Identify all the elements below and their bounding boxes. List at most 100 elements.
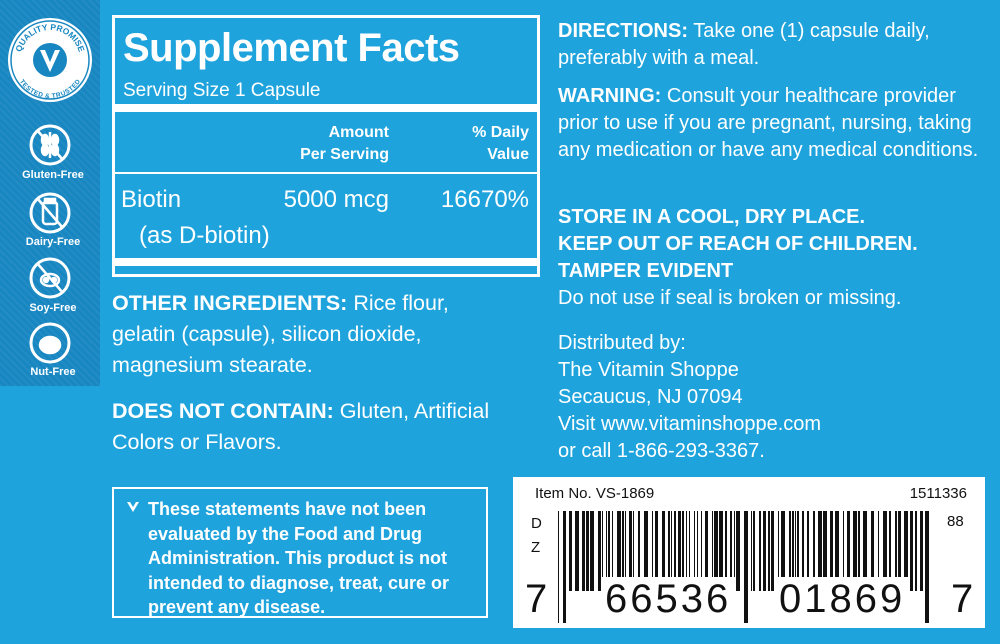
nutrient-name: Biotin — [121, 186, 182, 213]
dv-header: % Daily Value — [472, 122, 529, 166]
section-text: Gluten, Artificial Colors or Flavors. — [112, 399, 490, 454]
nutrient-source: (as D-biotin) — [139, 222, 270, 249]
barcode-digit: 7 — [951, 577, 974, 621]
bar-stripe — [843, 511, 844, 591]
bar-stripe — [858, 511, 860, 591]
distributor: Distributed by: The Vitamin Shoppe Secau… — [558, 330, 988, 465]
bar-stripe — [712, 511, 713, 591]
bar-stripe — [763, 511, 766, 591]
facts-title: Supplement Facts — [123, 26, 460, 70]
bar-stripe — [612, 511, 613, 591]
bar-stripe — [736, 511, 740, 591]
bar-stripe — [871, 511, 874, 591]
bar-stripe — [638, 511, 640, 591]
section-label: WARNING: — [558, 85, 662, 107]
badge-label: Soy-Free — [29, 302, 77, 314]
header-line: Amount — [328, 124, 389, 141]
bar-stripe — [744, 511, 748, 623]
barcode-bars — [558, 511, 929, 623]
bar-stripe — [674, 511, 676, 591]
bar-stripe — [878, 511, 879, 591]
barcode-digits: 66536 — [601, 577, 736, 622]
storage-line: STORE IN A COOL, DRY PLACE. — [558, 206, 866, 228]
distributor-line: Distributed by: — [558, 332, 686, 354]
bar-stripe — [686, 511, 687, 591]
item-code: 1511336 — [909, 485, 967, 502]
bar-stripe — [671, 511, 672, 591]
bar-stripe — [734, 511, 735, 591]
distributor-line: Secaucus, NJ 07094 — [558, 386, 743, 408]
badge-label: Nut-Free — [30, 366, 76, 378]
bar-stripe — [590, 511, 594, 591]
bar-stripe — [847, 511, 850, 591]
bar-stripe — [751, 511, 752, 591]
bar-stripe — [705, 511, 708, 591]
badge-label: Gluten-Free — [22, 169, 84, 181]
bar-stripe — [678, 511, 681, 591]
side-letter: D — [531, 515, 542, 532]
section-text: Take one (1) capsule daily, preferably w… — [558, 20, 930, 69]
bar-stripe — [606, 511, 607, 591]
bar-stripe — [655, 511, 658, 591]
bar-stripe — [725, 511, 727, 591]
bar-stripe — [719, 511, 723, 591]
bar-stripe — [701, 511, 702, 591]
bar-stripe — [889, 511, 891, 591]
bar-stripe — [629, 511, 632, 591]
bar-stripe — [807, 511, 809, 591]
bar-stripe — [910, 511, 913, 591]
amount-header: Amount Per Serving — [300, 122, 389, 166]
badge-label: Dairy-Free — [25, 236, 81, 248]
quality-v — [40, 50, 60, 72]
bar-stripe — [602, 511, 603, 591]
badge-icons: QUALITY PROMISE TESTED & TRUSTED — [8, 18, 92, 364]
other-ingredients: OTHER INGREDIENTS: Rice flour, gelatin (… — [112, 288, 507, 381]
bar-stripe — [830, 511, 833, 591]
distributor-line: or call 1-866-293-3367. — [558, 440, 765, 462]
bar-stripe — [802, 511, 804, 591]
nutrient-dv: 16670% — [440, 186, 529, 213]
bar-stripe — [904, 511, 908, 591]
bar-stripe — [714, 511, 718, 591]
disclaimer-text: These statements have not been evaluated… — [148, 499, 450, 617]
bar-stripe — [759, 511, 761, 591]
bar-stripe — [797, 511, 799, 591]
bar-stripe — [895, 511, 897, 591]
distributor-line: Visit www.vitaminshoppe.com — [558, 413, 822, 435]
bar-stripe — [920, 511, 923, 591]
disclaimer-box: These statements have not been evaluated… — [112, 487, 488, 618]
bar-stripe — [608, 511, 610, 591]
bar-stripe — [898, 511, 901, 591]
bar-stripe — [633, 511, 634, 591]
bar-stripe — [598, 511, 601, 591]
bar-stripe — [662, 511, 665, 591]
header-line: Value — [487, 146, 529, 163]
section-label: DOES NOT CONTAIN: — [112, 399, 334, 423]
bar-stripe — [668, 511, 670, 591]
bar-stripe — [795, 511, 796, 591]
nutrient-amount: 5000 mcg — [283, 186, 389, 213]
bar-stripe — [558, 511, 559, 623]
side-number: 88 — [947, 513, 964, 530]
bar-stripe — [617, 511, 621, 591]
bar-stripe — [835, 511, 839, 591]
bar-stripe — [644, 511, 648, 591]
bar-stripe — [753, 511, 755, 591]
item-number: Item No. VS-1869 — [535, 485, 655, 502]
bar-stripe — [781, 511, 785, 591]
does-not-contain: DOES NOT CONTAIN: Gluten, Artificial Col… — [112, 396, 512, 458]
section-text: Rice flour, gelatin (capsule), silicon d… — [112, 291, 449, 377]
bar-stripe — [622, 511, 624, 591]
barcode-panel: Item No. VS-1869 1511336 D Z 88 7 66536 … — [513, 477, 985, 628]
section-label: OTHER INGREDIENTS: — [112, 291, 348, 315]
bar-stripe — [818, 511, 822, 591]
divider — [115, 172, 537, 174]
bar-stripe — [778, 511, 779, 591]
icon-glyphs — [36, 129, 64, 355]
bar-stripe — [682, 511, 684, 591]
bar-stripe — [563, 511, 566, 623]
bar-stripe — [792, 511, 794, 591]
bar-stripe — [569, 511, 572, 591]
divider — [115, 104, 537, 112]
directions: DIRECTIONS: Take one (1) capsule daily, … — [558, 18, 958, 72]
